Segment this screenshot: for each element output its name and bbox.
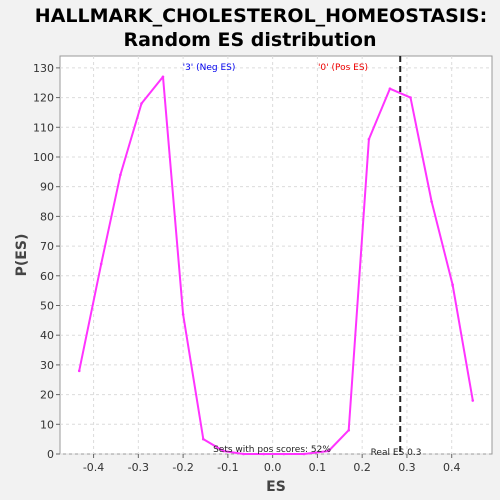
data-point bbox=[201, 437, 205, 441]
data-point bbox=[282, 452, 286, 456]
data-point bbox=[347, 428, 351, 432]
data-point bbox=[409, 96, 412, 99]
data-point bbox=[242, 452, 245, 456]
y-tick-label: 100 bbox=[33, 151, 54, 164]
x-tick-label: 0.3 bbox=[398, 461, 416, 474]
y-tick-label: 120 bbox=[33, 92, 54, 105]
y-tick-label: 90 bbox=[40, 181, 54, 194]
y-axis-title: P(ES) bbox=[14, 234, 30, 277]
chart-title-line1: HALLMARK_CHOLESTEROL_HOMEOSTASIS: bbox=[35, 5, 487, 27]
data-point bbox=[99, 262, 103, 266]
neg-es-label: '3' (Neg ES) bbox=[183, 63, 236, 73]
y-tick-label: 130 bbox=[33, 62, 54, 75]
y-tick-label: 30 bbox=[40, 359, 54, 372]
data-point bbox=[181, 313, 185, 316]
x-tick-label: -0.4 bbox=[83, 461, 104, 474]
y-tick-label: 20 bbox=[40, 389, 54, 402]
pos-es-label: '0' (Pos ES) bbox=[318, 63, 368, 73]
x-tick-label: 0.0 bbox=[264, 461, 282, 474]
plot-area bbox=[59, 55, 493, 455]
y-tick-label: 80 bbox=[40, 210, 54, 223]
data-point bbox=[161, 75, 165, 79]
y-tick-label: 110 bbox=[33, 121, 54, 134]
data-point bbox=[262, 452, 265, 456]
y-tick-label: 50 bbox=[40, 299, 54, 312]
data-point bbox=[430, 200, 433, 203]
x-tick-label: -0.2 bbox=[172, 461, 193, 474]
data-point bbox=[367, 137, 371, 141]
chart-title-line2: Random ES distribution bbox=[123, 29, 376, 51]
data-point bbox=[327, 449, 330, 453]
x-tick-label: 0.4 bbox=[443, 461, 461, 474]
data-point bbox=[451, 283, 454, 287]
data-point bbox=[222, 449, 225, 453]
x-tick-label: 0.2 bbox=[353, 461, 371, 474]
real-es-label: Real ES 0.3 bbox=[371, 448, 422, 458]
y-tick-label: 40 bbox=[40, 329, 54, 342]
y-tick-label: 10 bbox=[40, 418, 54, 431]
x-tick-label: 0.1 bbox=[309, 461, 327, 474]
y-tick-label: 60 bbox=[40, 270, 54, 283]
series-layer bbox=[77, 75, 475, 456]
x-tick-label: -0.3 bbox=[128, 461, 149, 474]
data-point bbox=[471, 399, 475, 402]
data-point bbox=[140, 102, 143, 105]
x-axis-title: ES bbox=[266, 479, 286, 495]
data-point bbox=[302, 452, 306, 456]
es-distribution-line bbox=[78, 75, 474, 455]
grid-lines bbox=[60, 56, 492, 455]
x-tick-label: -0.1 bbox=[217, 461, 238, 474]
sets-with-pos-scores-label: Sets with pos scores: 52% bbox=[213, 445, 331, 455]
data-point bbox=[77, 369, 81, 373]
y-tick-label: 70 bbox=[40, 240, 54, 253]
data-point bbox=[119, 173, 122, 177]
data-point bbox=[388, 87, 392, 90]
axis-ticks: -0.4 -0.3 -0.2 -0.1 0.0 0.1 0.2 0.3 0.4 0 10 20 30 40… bbox=[33, 62, 460, 474]
y-tick-label: 0 bbox=[47, 448, 54, 461]
